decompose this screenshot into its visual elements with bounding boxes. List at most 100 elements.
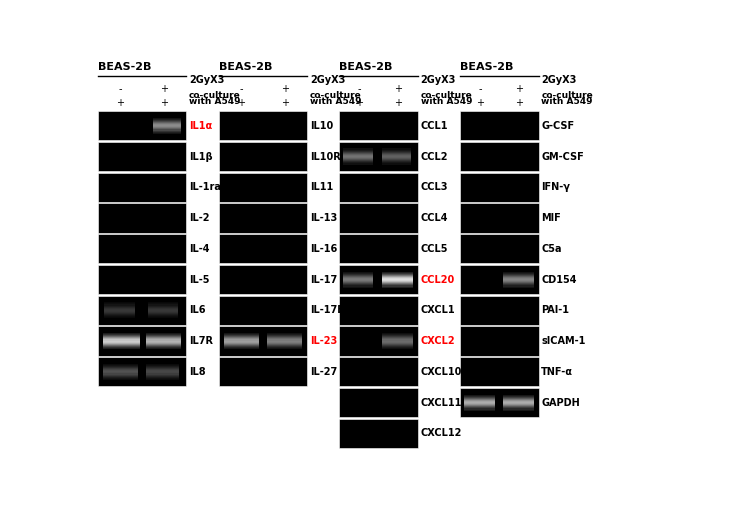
Bar [460, 265, 539, 294]
Bar [381, 271, 413, 272]
Text: CXCL11: CXCL11 [420, 398, 462, 408]
Bar [266, 341, 302, 342]
Bar [503, 397, 534, 398]
Text: GAPDH: GAPDH [542, 398, 580, 408]
Bar [102, 339, 140, 341]
Bar [343, 282, 373, 283]
Text: -: - [357, 84, 361, 95]
Text: G-CSF: G-CSF [542, 121, 575, 131]
Bar [146, 366, 179, 367]
Bar [146, 337, 181, 338]
Bar [340, 234, 418, 263]
Bar [148, 304, 179, 305]
Text: IL-13: IL-13 [310, 213, 337, 223]
Bar [381, 153, 411, 154]
Bar [153, 133, 181, 134]
Bar [98, 111, 186, 140]
Bar [102, 334, 140, 335]
Text: BEAS-2B: BEAS-2B [219, 62, 272, 71]
Bar [381, 345, 413, 346]
Bar [146, 374, 179, 375]
Bar [102, 370, 138, 371]
Bar [381, 154, 411, 155]
Bar [503, 286, 534, 287]
Bar [340, 142, 418, 171]
Text: CXCL2: CXCL2 [420, 336, 455, 346]
Bar [343, 280, 373, 281]
Bar [153, 127, 181, 128]
Bar [381, 272, 413, 273]
Bar [102, 368, 138, 369]
Bar [266, 336, 302, 337]
Bar [343, 286, 373, 287]
Bar [460, 326, 539, 356]
Bar [340, 173, 418, 202]
Text: CCL3: CCL3 [420, 182, 448, 192]
Bar [98, 357, 186, 387]
Bar [219, 296, 307, 325]
Bar [464, 405, 496, 407]
Bar [105, 316, 135, 317]
Bar [503, 285, 534, 286]
Bar [266, 338, 302, 339]
Bar [381, 286, 413, 287]
Bar [381, 157, 411, 158]
Text: IL-2: IL-2 [189, 213, 209, 223]
Text: -: - [119, 84, 122, 95]
Text: co-culture: co-culture [542, 91, 593, 100]
Bar [381, 280, 413, 281]
Text: +: + [237, 98, 245, 108]
Text: IL-5: IL-5 [189, 274, 209, 285]
Bar [381, 343, 413, 344]
Text: IL10Rα: IL10Rα [310, 152, 348, 161]
Bar [219, 326, 307, 356]
Text: IL-16: IL-16 [310, 244, 337, 254]
Bar [223, 334, 258, 335]
Bar [153, 118, 181, 119]
Bar [343, 284, 373, 285]
Bar [266, 346, 302, 347]
Bar [381, 161, 411, 162]
Bar [105, 311, 135, 312]
Bar [146, 343, 181, 344]
Bar [148, 303, 179, 304]
Bar [464, 404, 496, 405]
Text: C5a: C5a [542, 244, 562, 254]
Bar [464, 401, 496, 402]
Bar [503, 405, 534, 407]
Bar [148, 311, 179, 312]
Bar [102, 344, 140, 345]
Text: 2GyX3: 2GyX3 [542, 76, 577, 85]
Text: with A549: with A549 [189, 97, 241, 106]
Bar [464, 397, 496, 398]
Text: +: + [394, 84, 402, 95]
Bar [146, 376, 179, 377]
Bar [381, 159, 411, 160]
Bar [223, 344, 258, 345]
Bar [381, 150, 411, 151]
Bar [340, 326, 418, 356]
Bar [223, 342, 258, 343]
Bar [146, 335, 181, 336]
Bar [503, 395, 534, 396]
Bar [381, 151, 411, 152]
Bar [343, 158, 373, 159]
Bar [340, 296, 418, 325]
Text: IL6: IL6 [189, 305, 206, 315]
Bar [460, 296, 539, 325]
Text: IL10: IL10 [310, 121, 333, 131]
Bar [146, 346, 181, 347]
Bar [153, 128, 181, 130]
Text: IL-17: IL-17 [310, 274, 337, 285]
Text: GM-CSF: GM-CSF [542, 152, 584, 161]
Bar [464, 408, 496, 409]
Text: CXCL12: CXCL12 [420, 428, 462, 438]
Bar [381, 273, 413, 275]
Bar [381, 283, 413, 284]
Bar [219, 357, 307, 387]
Bar [153, 132, 181, 133]
Text: CD154: CD154 [542, 274, 577, 285]
Bar [381, 336, 413, 337]
Bar [102, 379, 138, 380]
Bar [219, 265, 307, 294]
